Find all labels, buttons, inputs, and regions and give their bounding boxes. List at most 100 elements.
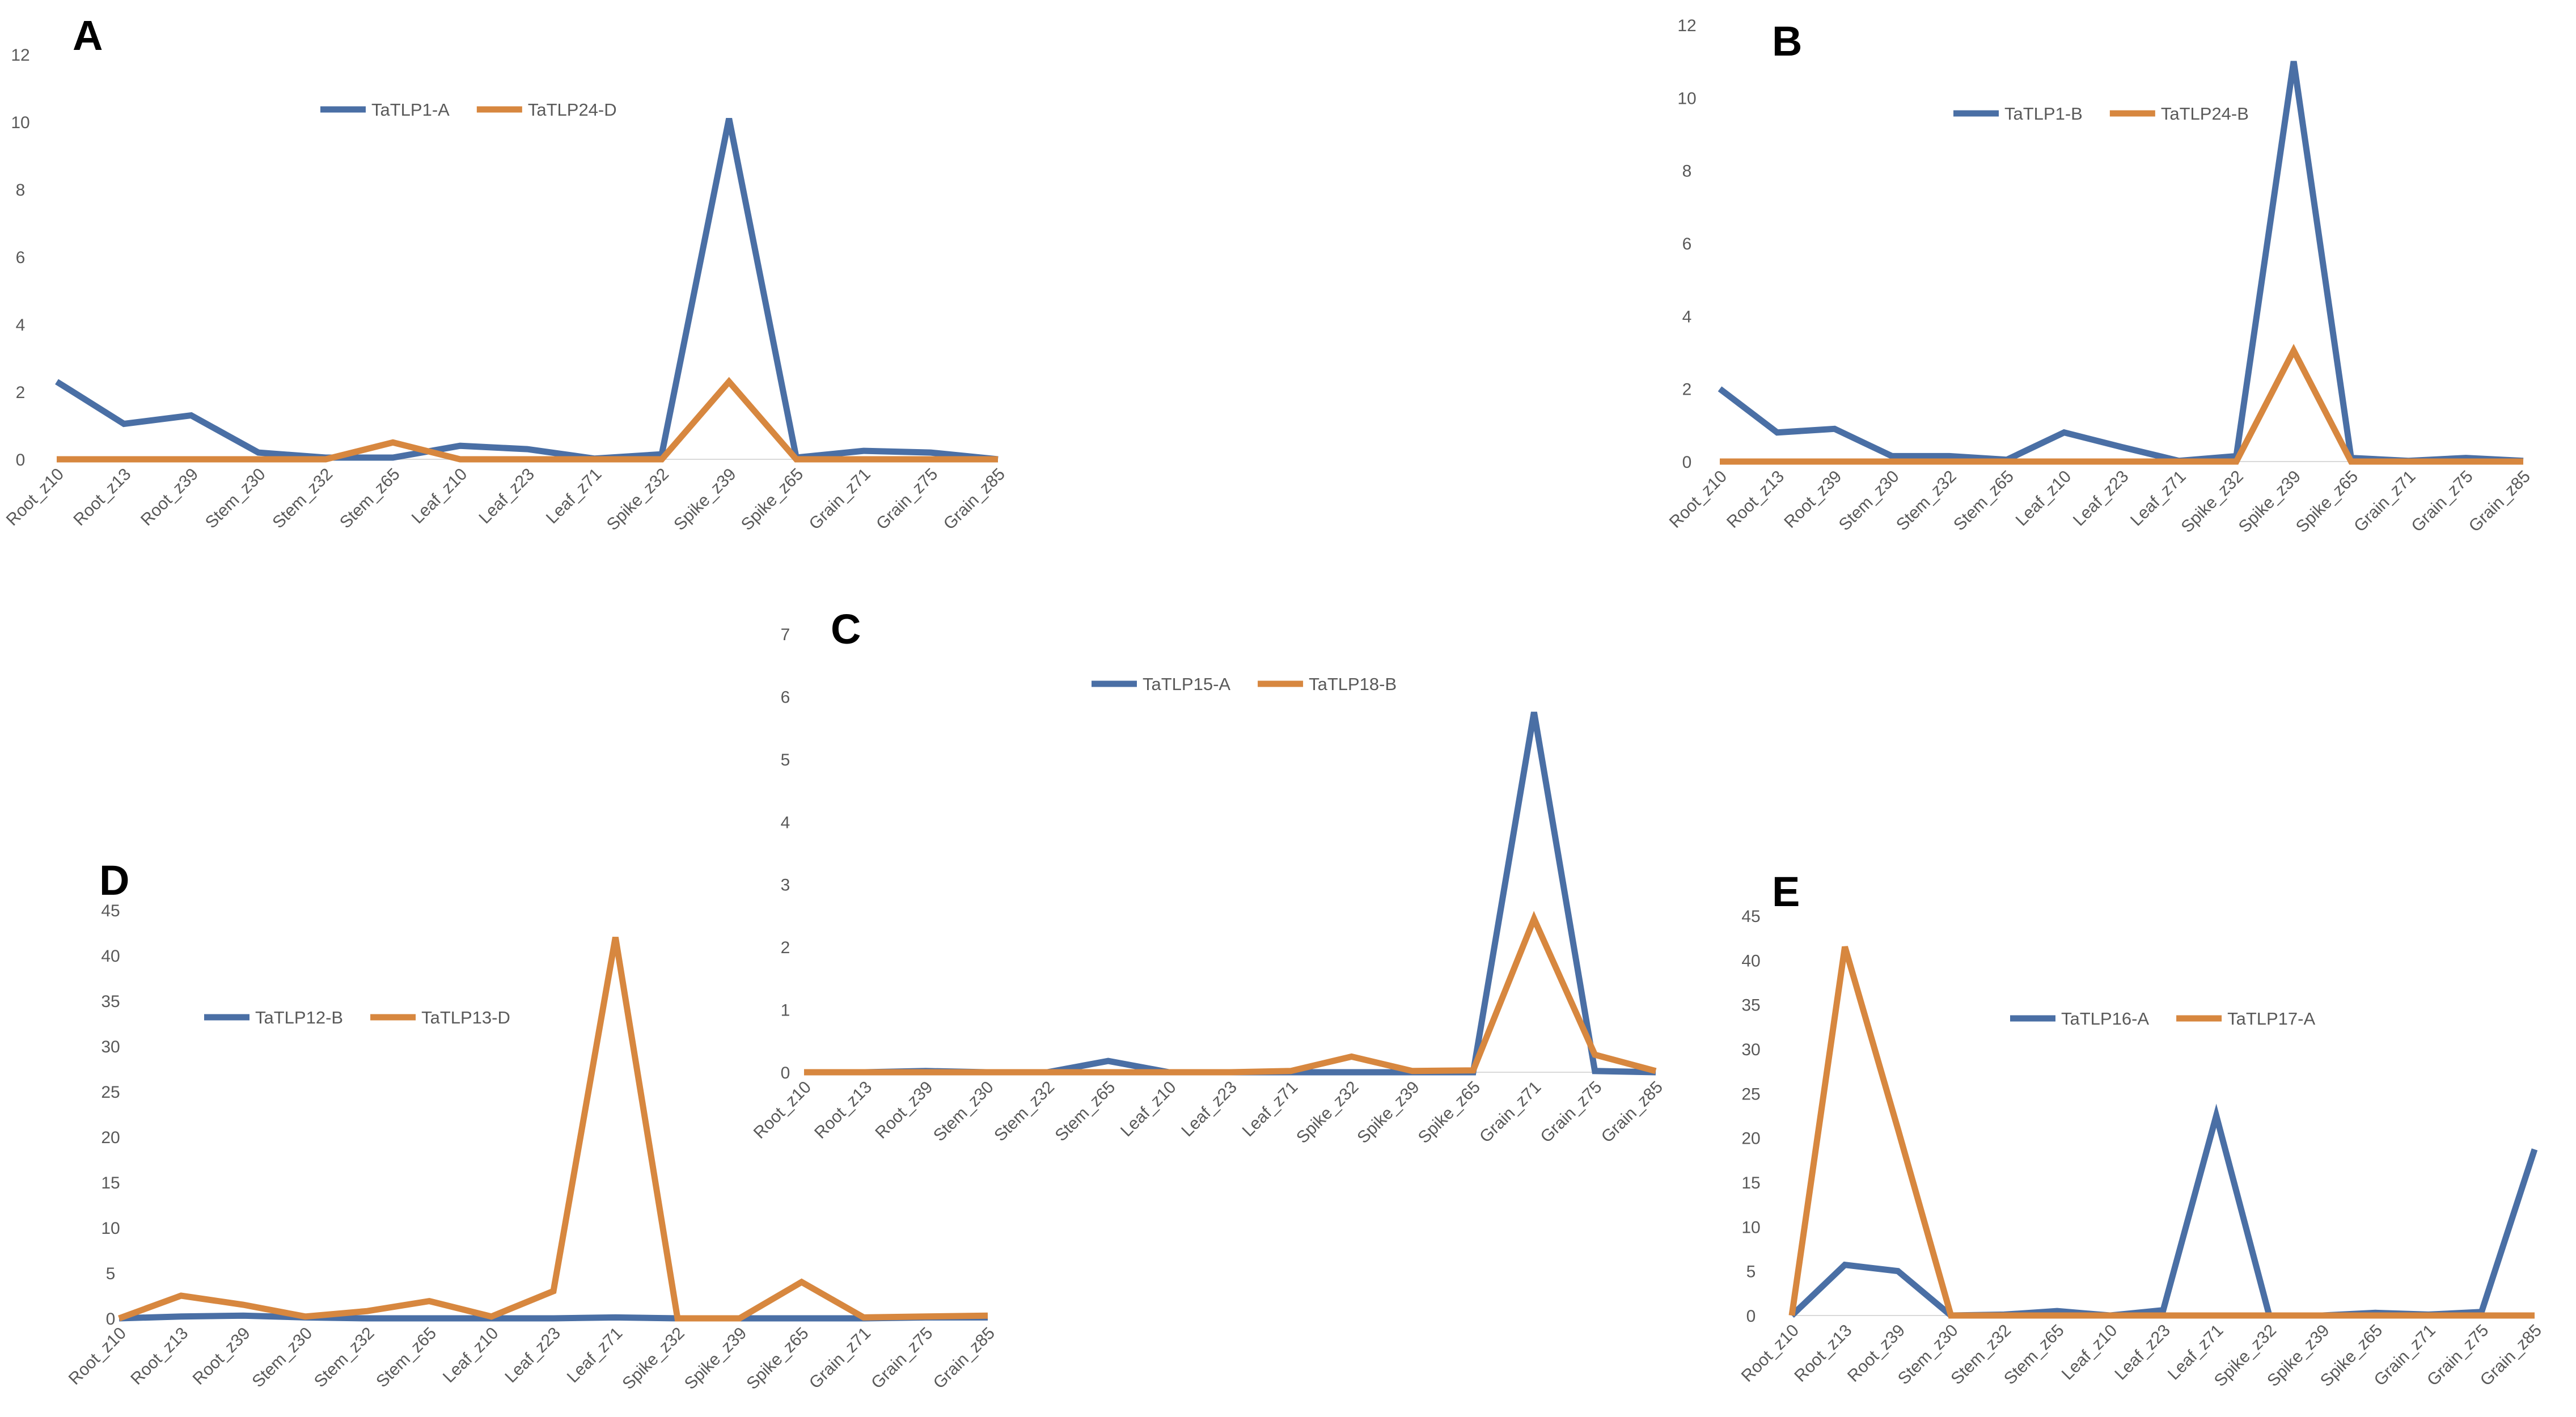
x-tick-label: Root_z13 bbox=[127, 1324, 192, 1389]
x-tick-label: Spike_z32 bbox=[2177, 467, 2247, 536]
y-tick-label: 35 bbox=[1741, 996, 1760, 1015]
series-line-tatlp24-d bbox=[57, 377, 998, 463]
x-tick-label: Root_z39 bbox=[137, 465, 202, 530]
x-tick-label: Leaf_z71 bbox=[543, 465, 606, 528]
y-tick-label: 0 bbox=[106, 1310, 116, 1329]
y-tick-label: 2 bbox=[781, 938, 790, 957]
x-tick-label: Root_z10 bbox=[750, 1078, 815, 1143]
x-tick-label: Root_z10 bbox=[1738, 1321, 1803, 1386]
x-tick-label: Spike_z65 bbox=[738, 465, 807, 534]
y-tick-label: 5 bbox=[781, 751, 790, 769]
legend-label: TaTLP1-B bbox=[2004, 104, 2083, 124]
x-tick-label: Leaf_z10 bbox=[2058, 1321, 2121, 1384]
x-tick-label: Leaf_z71 bbox=[564, 1324, 627, 1387]
panel-label: B bbox=[1772, 18, 1802, 65]
legend-label: TaTLP1-A bbox=[371, 100, 450, 120]
x-tick-label: Spike_z39 bbox=[1353, 1078, 1423, 1147]
y-tick-label: 8 bbox=[16, 181, 26, 200]
legend-label: TaTLP24-B bbox=[2161, 104, 2249, 124]
x-tick-label: Root_z13 bbox=[70, 465, 134, 530]
x-tick-label: Grain_z71 bbox=[806, 465, 874, 534]
y-tick-label: 10 bbox=[101, 1219, 120, 1238]
x-tick-label: Grain_z71 bbox=[1476, 1078, 1545, 1147]
x-tick-label: Spike_z39 bbox=[670, 465, 739, 534]
y-tick-label: 45 bbox=[1741, 907, 1760, 926]
x-tick-label: Stem_z32 bbox=[311, 1324, 378, 1391]
legend-label: TaTLP17-A bbox=[2227, 1009, 2315, 1029]
x-tick-label: Root_z10 bbox=[1666, 467, 1731, 532]
series-line-tatlp1-a bbox=[55, 118, 999, 463]
y-tick-label: 12 bbox=[11, 46, 29, 65]
y-tick-label: 0 bbox=[781, 1064, 790, 1082]
x-tick-label: Leaf_z23 bbox=[1178, 1078, 1241, 1141]
x-tick-label: Grain_z75 bbox=[2408, 467, 2477, 536]
y-tick-label: 0 bbox=[1746, 1307, 1756, 1326]
series-line-tatlp24-b bbox=[1720, 344, 2523, 465]
x-tick-label: Spike_z65 bbox=[1415, 1078, 1484, 1147]
legend-label: TaTLP13-D bbox=[421, 1008, 510, 1027]
chart-panel-b: B024681012Root_z10Root_z13Root_z39Stem_z… bbox=[1666, 16, 2534, 536]
series-line-tatlp17-a bbox=[1788, 946, 2535, 1319]
chart-panel-d: D051015202530354045Root_z10Root_z13Root_… bbox=[65, 857, 999, 1393]
x-tick-label: Grain_z71 bbox=[2350, 467, 2419, 536]
y-tick-label: 25 bbox=[1741, 1085, 1760, 1103]
y-tick-label: 40 bbox=[101, 947, 120, 966]
y-tick-label: 25 bbox=[101, 1083, 120, 1102]
x-tick-label: Leaf_z10 bbox=[2012, 467, 2075, 530]
x-tick-label: Stem_z30 bbox=[202, 465, 269, 532]
x-tick-label: Stem_z30 bbox=[248, 1324, 316, 1391]
y-tick-label: 5 bbox=[106, 1264, 116, 1283]
x-tick-label: Grain_z85 bbox=[1598, 1078, 1666, 1147]
series-line-tatlp12-b bbox=[119, 1312, 988, 1322]
y-tick-label: 20 bbox=[1741, 1130, 1760, 1148]
x-tick-label: Leaf_z71 bbox=[1239, 1078, 1302, 1141]
x-tick-label: Stem_z65 bbox=[373, 1324, 440, 1391]
y-tick-label: 45 bbox=[101, 902, 120, 920]
x-tick-label: Spike_z39 bbox=[681, 1324, 750, 1393]
legend-label: TaTLP15-A bbox=[1143, 674, 1230, 694]
y-tick-label: 40 bbox=[1741, 951, 1760, 970]
y-tick-label: 10 bbox=[11, 113, 29, 132]
x-tick-label: Stem_z32 bbox=[269, 465, 336, 532]
y-tick-label: 6 bbox=[16, 248, 26, 267]
y-tick-label: 10 bbox=[1741, 1218, 1760, 1237]
y-tick-label: 30 bbox=[101, 1038, 120, 1056]
y-tick-label: 4 bbox=[16, 316, 26, 335]
x-tick-label: Root_z10 bbox=[65, 1324, 130, 1389]
x-tick-label: Spike_z39 bbox=[2235, 467, 2304, 536]
y-tick-label: 4 bbox=[781, 813, 790, 832]
x-tick-label: Root_z39 bbox=[872, 1078, 936, 1143]
y-tick-label: 10 bbox=[1677, 89, 1696, 108]
legend-label: TaTLP18-B bbox=[1309, 674, 1397, 694]
x-tick-label: Spike_z65 bbox=[743, 1324, 812, 1393]
chart-panel-e: E051015202530354045Root_z10Root_z13Root_… bbox=[1738, 868, 2545, 1390]
chart-panel-c: C01234567Root_z10Root_z13Root_z39Stem_z3… bbox=[750, 606, 1666, 1147]
series-line-tatlp18-b bbox=[804, 911, 1657, 1076]
legend-label: TaTLP16-A bbox=[2061, 1009, 2149, 1029]
panel-label: C bbox=[831, 606, 861, 653]
x-tick-label: Root_z10 bbox=[3, 465, 67, 530]
x-tick-label: Grain_z75 bbox=[873, 465, 941, 534]
x-tick-label: Grain_z75 bbox=[868, 1324, 936, 1393]
x-tick-label: Stem_z30 bbox=[1835, 467, 1903, 535]
y-tick-label: 30 bbox=[1741, 1040, 1760, 1059]
series-line-tatlp1-b bbox=[1718, 61, 2524, 464]
y-tick-label: 0 bbox=[16, 451, 26, 469]
y-tick-label: 2 bbox=[1682, 380, 1692, 399]
y-tick-label: 35 bbox=[101, 992, 120, 1011]
x-tick-label: Grain_z85 bbox=[930, 1324, 999, 1393]
x-tick-label: Spike_z32 bbox=[1293, 1078, 1362, 1147]
series-line-tatlp13-d bbox=[118, 937, 988, 1322]
y-tick-label: 15 bbox=[101, 1174, 120, 1192]
x-tick-label: Stem_z65 bbox=[1052, 1078, 1119, 1145]
legend-label: TaTLP24-D bbox=[528, 100, 617, 120]
x-tick-label: Spike_z32 bbox=[619, 1324, 688, 1393]
panel-label: E bbox=[1772, 868, 1800, 915]
x-tick-label: Stem_z32 bbox=[991, 1078, 1058, 1145]
legend-label: TaTLP12-B bbox=[255, 1008, 343, 1027]
x-tick-label: Leaf_z10 bbox=[1117, 1078, 1180, 1141]
y-tick-label: 7 bbox=[781, 625, 790, 644]
y-tick-label: 12 bbox=[1677, 16, 1696, 35]
y-tick-label: 8 bbox=[1682, 162, 1692, 181]
